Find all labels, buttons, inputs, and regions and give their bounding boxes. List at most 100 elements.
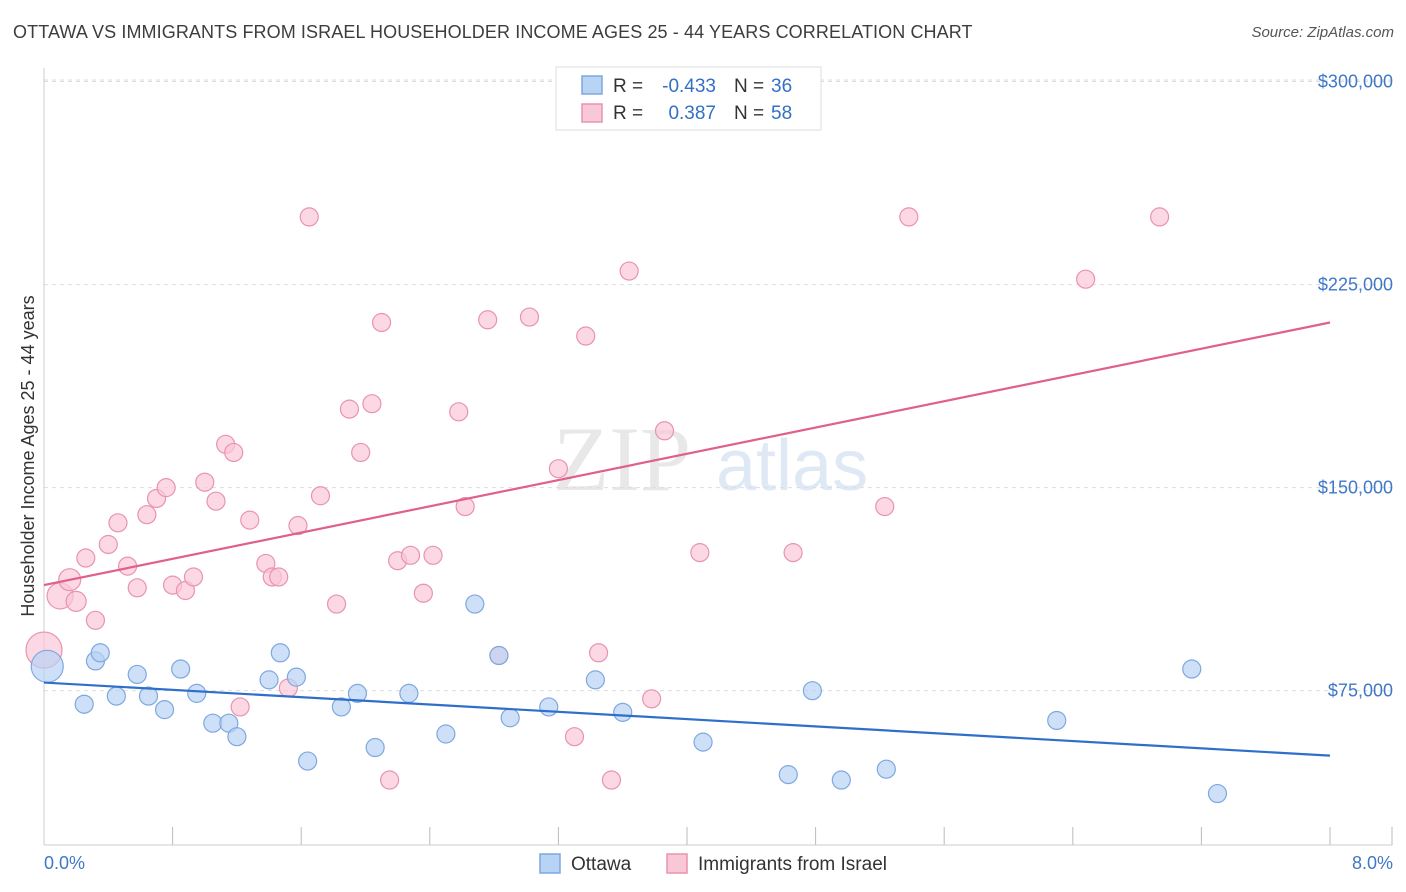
- point-israel: [85, 610, 106, 630]
- point-ottawa: [259, 670, 279, 690]
- point-israel: [576, 326, 596, 346]
- point-israel: [519, 307, 540, 327]
- point-israel: [899, 207, 919, 227]
- point-israel: [449, 402, 469, 422]
- point-israel: [288, 515, 308, 536]
- x-tick-labels: 0.0% 8.0%: [44, 853, 1393, 873]
- point-ottawa: [500, 708, 520, 728]
- point-ottawa: [489, 645, 509, 666]
- legend-swatch-israel: [581, 103, 603, 123]
- bottom-legend-swatch-israel: [666, 853, 688, 874]
- point-israel: [183, 567, 204, 587]
- point-israel: [108, 513, 128, 533]
- watermark-atlas: atlas: [716, 426, 868, 506]
- point-israel: [875, 496, 895, 517]
- point-ottawa: [30, 649, 64, 683]
- axes: [43, 68, 1392, 846]
- point-ottawa: [831, 770, 851, 790]
- x-tick-label: 8.0%: [1352, 853, 1393, 873]
- bottom-legend-label-ottawa: Ottawa: [571, 854, 632, 875]
- point-ottawa: [1047, 710, 1067, 731]
- chart-title: OTTAWA VS IMMIGRANTS FROM ISRAEL HOUSEHO…: [13, 22, 973, 42]
- point-ottawa: [399, 683, 419, 703]
- bottom-legend: Ottawa Immigrants from Israel: [539, 853, 887, 875]
- point-israel: [588, 643, 609, 663]
- point-ottawa: [187, 683, 207, 703]
- point-ottawa: [778, 765, 798, 785]
- point-israel: [1076, 269, 1096, 289]
- point-ottawa: [90, 643, 110, 663]
- point-israel: [76, 548, 96, 568]
- point-israel: [65, 590, 87, 612]
- point-israel: [548, 459, 569, 479]
- point-ottawa: [539, 697, 559, 717]
- point-ottawa: [465, 594, 485, 614]
- point-ottawa: [270, 643, 290, 663]
- point-israel: [98, 534, 118, 555]
- point-israel: [478, 310, 498, 330]
- series-israel-points: [25, 207, 1170, 790]
- y-tick-labels: $75,000 $150,000 $225,000 $300,000: [1318, 72, 1393, 701]
- point-israel: [564, 727, 585, 747]
- point-israel: [654, 421, 675, 441]
- point-israel: [400, 545, 421, 565]
- point-israel: [601, 770, 622, 790]
- x-tick-label: 0.0%: [44, 853, 85, 873]
- point-ottawa: [365, 737, 385, 758]
- point-ottawa: [171, 659, 191, 679]
- trend-lines: [43, 321, 1331, 757]
- point-israel: [455, 496, 475, 517]
- point-ottawa: [106, 686, 126, 706]
- point-ottawa: [203, 713, 223, 733]
- point-ottawa: [138, 686, 159, 706]
- point-ottawa: [876, 759, 896, 779]
- legend-n-value-israel: 58: [771, 103, 792, 124]
- point-israel: [1150, 207, 1170, 227]
- legend-r-value-israel: 0.387: [668, 103, 716, 124]
- point-israel: [423, 545, 443, 565]
- point-ottawa: [127, 664, 147, 685]
- y-tick-label: $300,000: [1318, 72, 1393, 92]
- point-israel: [269, 567, 289, 587]
- legend-r-value-ottawa: -0.433: [662, 76, 716, 97]
- point-ottawa: [298, 751, 318, 771]
- point-israel: [642, 689, 662, 709]
- point-israel: [690, 543, 710, 563]
- chart-source: Source: ZipAtlas.com: [1251, 24, 1394, 41]
- point-israel: [619, 261, 639, 281]
- point-israel: [783, 543, 803, 563]
- point-israel: [380, 770, 400, 790]
- point-ottawa: [74, 694, 94, 714]
- top-legend: R = -0.433 N = 36 R = 0.387 N = 58: [555, 66, 822, 131]
- trend-line-ottawa: [43, 681, 1331, 757]
- point-ottawa: [802, 681, 822, 701]
- legend-r-label-ottawa: R =: [613, 76, 643, 97]
- y-tick-label: $150,000: [1318, 478, 1393, 498]
- point-ottawa: [331, 697, 351, 717]
- point-ottawa: [436, 724, 456, 744]
- y-axis-label: Householder Income Ages 25 - 44 years: [18, 295, 38, 616]
- legend-n-value-ottawa: 36: [771, 76, 792, 97]
- point-ottawa: [347, 683, 368, 703]
- point-ottawa: [613, 702, 633, 722]
- point-israel: [310, 486, 331, 506]
- bottom-legend-swatch-ottawa: [539, 853, 561, 874]
- y-tick-label: $75,000: [1328, 681, 1393, 701]
- series-ottawa-points: [30, 594, 1228, 804]
- point-israel: [127, 578, 147, 598]
- point-israel: [339, 399, 360, 419]
- legend-n-label-ottawa: N =: [734, 76, 764, 97]
- point-ottawa: [1182, 659, 1202, 679]
- point-israel: [240, 510, 260, 530]
- point-israel: [413, 583, 433, 603]
- legend-swatch-ottawa: [581, 75, 603, 95]
- point-israel: [362, 394, 382, 414]
- y-tick-label: $225,000: [1318, 275, 1393, 295]
- point-israel: [137, 505, 157, 525]
- point-israel: [326, 594, 347, 614]
- point-ottawa: [227, 727, 247, 747]
- point-israel: [206, 491, 226, 511]
- point-ottawa: [1207, 783, 1228, 804]
- point-ottawa: [585, 670, 605, 690]
